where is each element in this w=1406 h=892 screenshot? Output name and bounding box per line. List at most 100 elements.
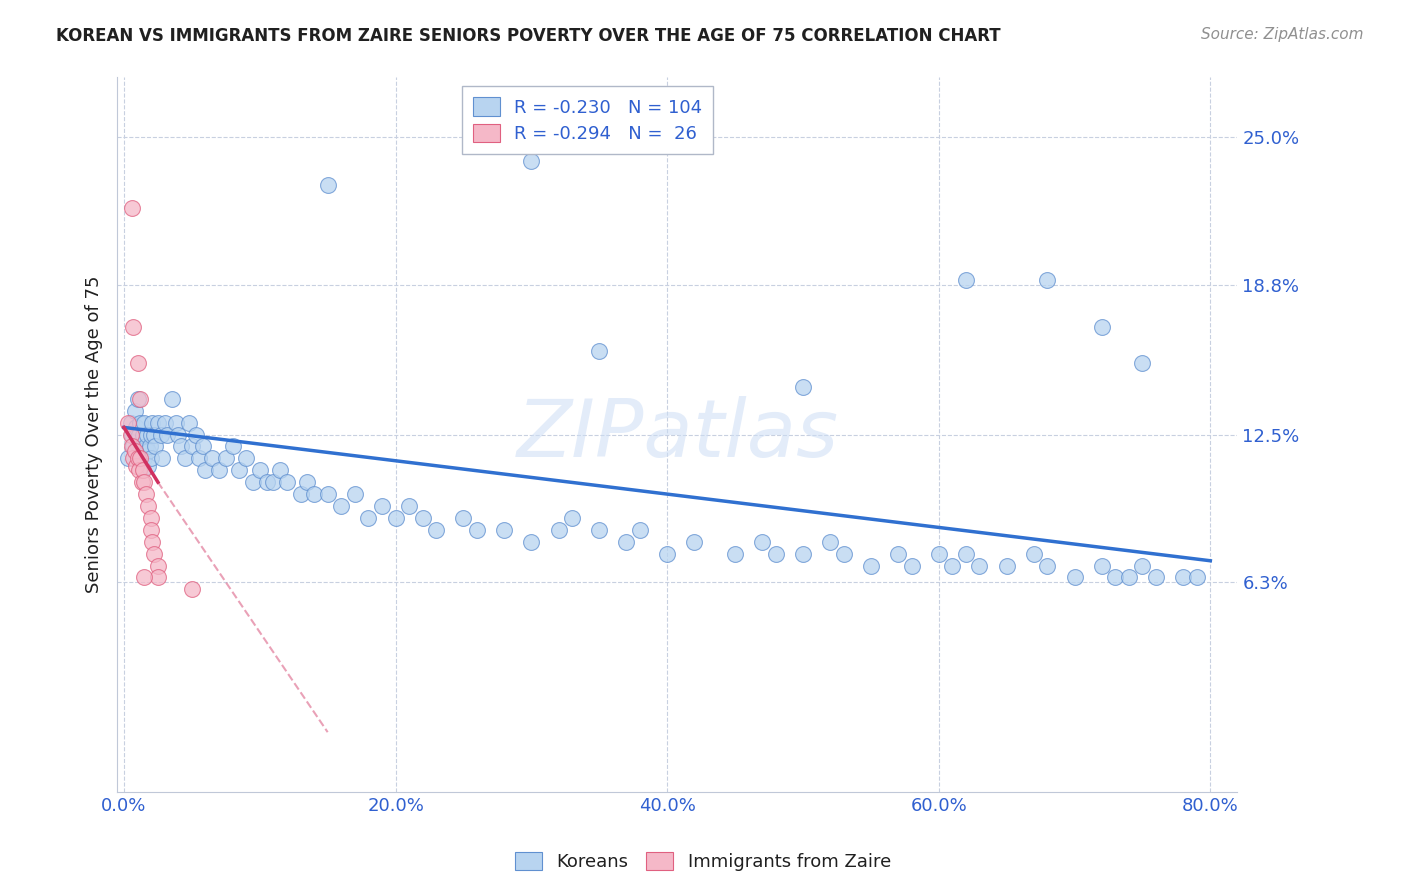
Point bbox=[765, 547, 787, 561]
Point bbox=[122, 320, 145, 334]
Point bbox=[135, 440, 157, 454]
Point bbox=[520, 534, 543, 549]
Point bbox=[221, 440, 243, 454]
Point bbox=[1036, 273, 1059, 287]
Point bbox=[127, 451, 149, 466]
Point bbox=[297, 475, 319, 490]
Point bbox=[139, 451, 162, 466]
Point bbox=[561, 511, 583, 525]
Point bbox=[657, 547, 679, 561]
Text: KOREAN VS IMMIGRANTS FROM ZAIRE SENIORS POVERTY OVER THE AGE OF 75 CORRELATION C: KOREAN VS IMMIGRANTS FROM ZAIRE SENIORS … bbox=[56, 27, 1001, 45]
Point bbox=[141, 416, 163, 430]
Point bbox=[201, 451, 224, 466]
Point bbox=[121, 202, 143, 216]
Point bbox=[276, 475, 298, 490]
Point bbox=[142, 547, 165, 561]
Point bbox=[1185, 570, 1208, 584]
Point bbox=[302, 487, 325, 501]
Point bbox=[129, 392, 152, 406]
Point bbox=[139, 511, 162, 525]
Point bbox=[1132, 558, 1154, 573]
Point bbox=[588, 344, 610, 359]
Point bbox=[316, 487, 339, 501]
Point bbox=[453, 511, 475, 525]
Point bbox=[180, 582, 202, 597]
Point bbox=[1063, 570, 1085, 584]
Point bbox=[818, 534, 841, 549]
Point bbox=[751, 534, 773, 549]
Point bbox=[1104, 570, 1126, 584]
Point bbox=[187, 451, 209, 466]
Point bbox=[124, 403, 146, 417]
Point bbox=[928, 547, 950, 561]
Point bbox=[1118, 570, 1140, 584]
Point bbox=[127, 356, 149, 370]
Point bbox=[683, 534, 706, 549]
Point bbox=[129, 444, 152, 458]
Point bbox=[153, 416, 176, 430]
Point bbox=[134, 570, 156, 584]
Point bbox=[547, 523, 569, 537]
Point bbox=[724, 547, 747, 561]
Point bbox=[131, 475, 153, 490]
Point bbox=[235, 451, 257, 466]
Point bbox=[165, 416, 187, 430]
Point bbox=[191, 440, 214, 454]
Point bbox=[792, 547, 814, 561]
Point bbox=[132, 463, 155, 477]
Point bbox=[129, 451, 152, 466]
Point bbox=[588, 523, 610, 537]
Point bbox=[1036, 558, 1059, 573]
Point bbox=[125, 458, 148, 473]
Legend: R = -0.230   N = 104, R = -0.294   N =  26: R = -0.230 N = 104, R = -0.294 N = 26 bbox=[463, 87, 713, 154]
Point bbox=[139, 440, 162, 454]
Point bbox=[371, 499, 394, 513]
Point bbox=[832, 547, 855, 561]
Point bbox=[138, 499, 160, 513]
Point bbox=[290, 487, 312, 501]
Point bbox=[249, 463, 271, 477]
Point bbox=[117, 416, 139, 430]
Point bbox=[136, 427, 159, 442]
Point bbox=[384, 511, 406, 525]
Point bbox=[941, 558, 963, 573]
Point bbox=[184, 427, 207, 442]
Point bbox=[129, 416, 152, 430]
Point bbox=[357, 511, 380, 525]
Point bbox=[141, 534, 163, 549]
Point bbox=[995, 558, 1018, 573]
Point bbox=[138, 458, 160, 473]
Point bbox=[1144, 570, 1167, 584]
Point bbox=[494, 523, 516, 537]
Point bbox=[120, 427, 142, 442]
Point bbox=[1022, 547, 1045, 561]
Point bbox=[269, 463, 291, 477]
Point bbox=[134, 416, 156, 430]
Point bbox=[228, 463, 250, 477]
Point bbox=[142, 427, 165, 442]
Point bbox=[179, 416, 201, 430]
Point bbox=[969, 558, 991, 573]
Point bbox=[859, 558, 882, 573]
Point bbox=[330, 499, 353, 513]
Point bbox=[134, 475, 156, 490]
Point bbox=[132, 427, 155, 442]
Point bbox=[134, 451, 156, 466]
Point bbox=[146, 416, 169, 430]
Point bbox=[143, 440, 166, 454]
Point bbox=[1173, 570, 1195, 584]
Point bbox=[125, 420, 148, 434]
Point bbox=[1132, 356, 1154, 370]
Point bbox=[316, 178, 339, 192]
Point bbox=[167, 427, 190, 442]
Point bbox=[127, 440, 149, 454]
Point bbox=[887, 547, 910, 561]
Point bbox=[131, 451, 153, 466]
Point bbox=[138, 444, 160, 458]
Point bbox=[139, 523, 162, 537]
Point bbox=[170, 440, 193, 454]
Point bbox=[121, 427, 143, 442]
Point bbox=[156, 427, 179, 442]
Point bbox=[174, 451, 197, 466]
Point bbox=[117, 451, 139, 466]
